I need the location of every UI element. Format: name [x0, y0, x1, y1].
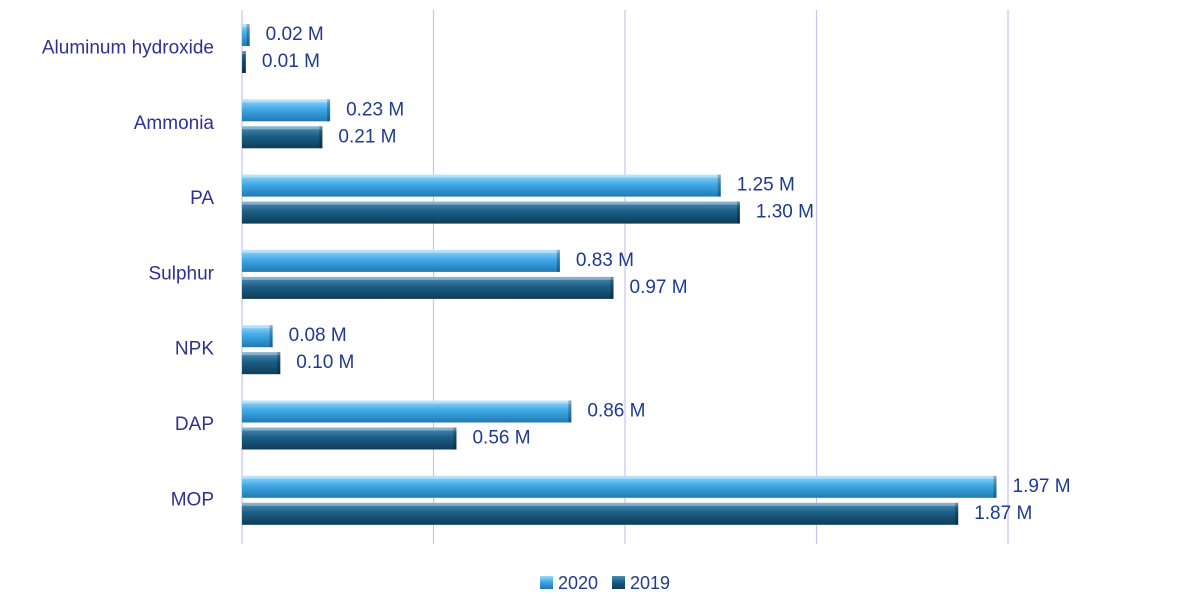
category-label: Ammonia	[134, 113, 215, 134]
data-label: 0.97 M	[630, 277, 688, 298]
category-label: Aluminum hydroxide	[42, 38, 214, 59]
bar-2019	[242, 502, 959, 525]
bar-2019	[242, 126, 323, 149]
category-label: MOP	[171, 489, 214, 510]
bar-2020	[242, 475, 997, 498]
data-label: 1.30 M	[756, 202, 814, 223]
bar-2019	[242, 201, 740, 224]
bar-2020	[242, 400, 572, 423]
legend-swatch	[612, 576, 625, 589]
bar-2020	[242, 325, 273, 348]
data-label: 0.23 M	[346, 99, 404, 120]
legend-item-2019: 2019	[612, 573, 670, 593]
data-label: 1.97 M	[1013, 476, 1071, 497]
bar-2020	[242, 24, 250, 46]
data-label: 0.10 M	[296, 352, 354, 373]
bar-2019	[242, 352, 281, 375]
legend-item-2020: 2020	[540, 573, 598, 593]
category-label: NPK	[175, 339, 214, 360]
gridlines	[241, 10, 1009, 544]
data-label: 0.83 M	[576, 250, 634, 271]
legend: 2020 2019	[540, 573, 670, 593]
data-label: 0.02 M	[266, 24, 324, 45]
bar-2020	[242, 174, 721, 197]
legend-label: 2019	[630, 573, 670, 593]
data-label: 1.87 M	[974, 503, 1032, 524]
data-label: 0.08 M	[289, 325, 347, 346]
bars	[242, 24, 997, 525]
bar-2020	[242, 99, 331, 122]
data-label: 0.56 M	[472, 428, 530, 449]
bar-2019	[242, 427, 457, 450]
legend-label: 2020	[558, 573, 598, 593]
data-label: 0.01 M	[262, 51, 320, 72]
labels: Aluminum hydroxide 0.02 M 0.01 M Ammonia 0.2…	[42, 24, 1071, 524]
category-label: PA	[190, 188, 214, 209]
data-label: 1.25 M	[737, 175, 795, 196]
bar-2019	[242, 276, 614, 299]
data-label: 0.86 M	[587, 401, 645, 422]
data-label: 0.21 M	[338, 126, 396, 147]
category-label: Sulphur	[149, 263, 215, 284]
bar-2020	[242, 249, 560, 272]
bar-2019	[242, 51, 246, 73]
category-label: DAP	[175, 414, 214, 435]
legend-swatch	[540, 576, 553, 589]
